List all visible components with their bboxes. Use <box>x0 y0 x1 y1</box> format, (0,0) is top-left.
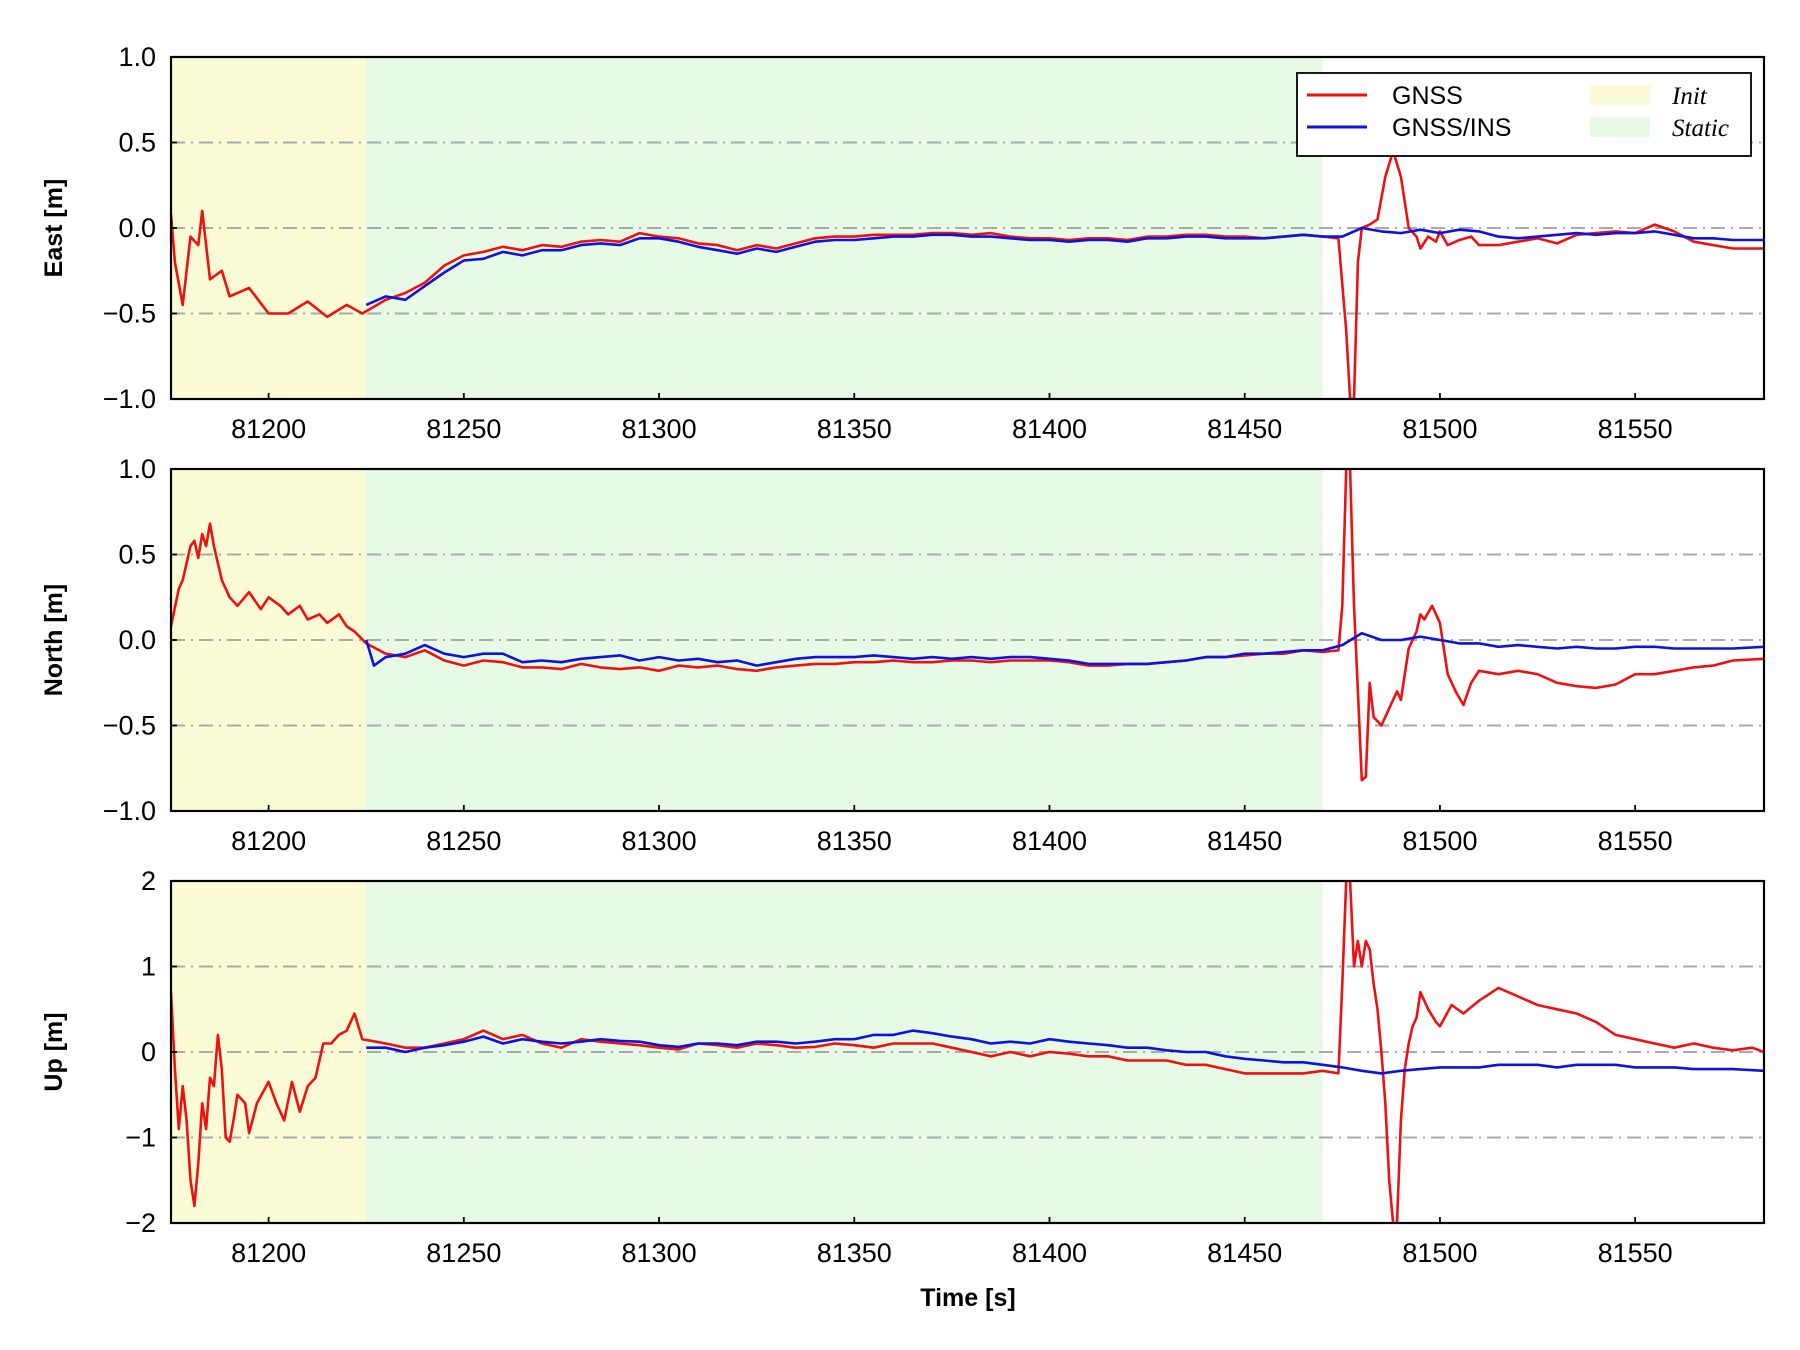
x-tick-label: 81200 <box>231 826 306 856</box>
x-tick-label: 81300 <box>622 414 697 444</box>
x-tick-label: 81200 <box>231 414 306 444</box>
x-tick-label: 81300 <box>622 1238 697 1268</box>
x-tick-label: 81550 <box>1598 414 1673 444</box>
panels: 1.0 0.5 0.0 −0.5 −1.0 81200 81250 81300 81350 814… <box>40 42 1766 1268</box>
panel-1: 1.0 0.5 0.0 −0.5 −1.0 81200 81250 81300 81350 814… <box>40 454 1766 856</box>
y-axis-label: Up [m] <box>40 1012 68 1091</box>
panel-2: 2 1 0 −1 −2 81200 81250 81300 81350 81400 81450 815… <box>40 866 1766 1268</box>
x-tick-label: 81500 <box>1402 414 1477 444</box>
y-tick-label: 0.0 <box>118 213 156 243</box>
x-tick-label: 81350 <box>817 826 892 856</box>
y-tick-label: 1 <box>141 952 156 982</box>
x-tick-label: 81550 <box>1598 826 1673 856</box>
y-tick-label: −1.0 <box>103 384 156 414</box>
x-tick-label: 81550 <box>1598 1238 1673 1268</box>
y-tick-label: −1.0 <box>103 796 156 826</box>
x-tick-label: 81450 <box>1207 1238 1282 1268</box>
x-tick-label: 81500 <box>1402 826 1477 856</box>
legend-label: Init <box>1671 83 1708 110</box>
legend-patch-static <box>1590 117 1650 137</box>
x-tick-label: 81250 <box>426 414 501 444</box>
x-tick-label: 81400 <box>1012 1238 1087 1268</box>
y-axis-label: East [m] <box>40 179 68 278</box>
x-tick-label: 81450 <box>1207 826 1282 856</box>
legend-label: Static <box>1672 115 1729 142</box>
x-tick-label: 81400 <box>1012 826 1087 856</box>
x-tick-label: 81250 <box>426 826 501 856</box>
series-line-gnss-ins <box>365 226 1764 307</box>
x-tick-label: 81400 <box>1012 414 1087 444</box>
x-axis-label: Time [s] <box>920 1284 1015 1312</box>
x-tick-label: 81200 <box>231 1238 306 1268</box>
y-tick-label: 0 <box>141 1037 156 1067</box>
legend-patch-init <box>1590 85 1650 105</box>
x-tick-label: 81450 <box>1207 414 1282 444</box>
x-tick-label: 81250 <box>426 1238 501 1268</box>
y-axis-label: North [m] <box>40 584 68 696</box>
y-tick-label: −1 <box>125 1123 156 1153</box>
x-tick-label: 81350 <box>817 414 892 444</box>
series-line-gnss-ins <box>366 1029 1764 1075</box>
y-tick-label: 1.0 <box>118 454 156 484</box>
x-tick-label: 81500 <box>1402 1238 1477 1268</box>
series-line-gnss <box>171 881 1764 1223</box>
legend-label: GNSS <box>1392 82 1463 110</box>
series-line-gnss <box>171 149 1764 399</box>
y-tick-label: 0.5 <box>118 128 156 158</box>
series-line-gnss-ins <box>364 631 1764 667</box>
y-tick-label: −0.5 <box>103 711 156 741</box>
y-tick-label: −0.5 <box>103 299 156 329</box>
y-tick-label: 0.5 <box>118 540 156 570</box>
x-tick-label: 81350 <box>817 1238 892 1268</box>
y-tick-label: 2 <box>141 866 156 896</box>
series-line-gnss <box>171 469 1764 782</box>
x-tick-label: 81300 <box>622 826 697 856</box>
y-tick-label: −2 <box>125 1208 156 1238</box>
panel-0: 1.0 0.5 0.0 −0.5 −1.0 81200 81250 81300 81350 814… <box>40 42 1766 444</box>
legend: GNSS GNSS/INS Init Static <box>1296 72 1752 157</box>
legend-label: GNSS/INS <box>1392 114 1511 142</box>
legend-box <box>1296 72 1752 157</box>
y-tick-label: 0.0 <box>118 625 156 655</box>
y-tick-label: 1.0 <box>118 42 156 72</box>
